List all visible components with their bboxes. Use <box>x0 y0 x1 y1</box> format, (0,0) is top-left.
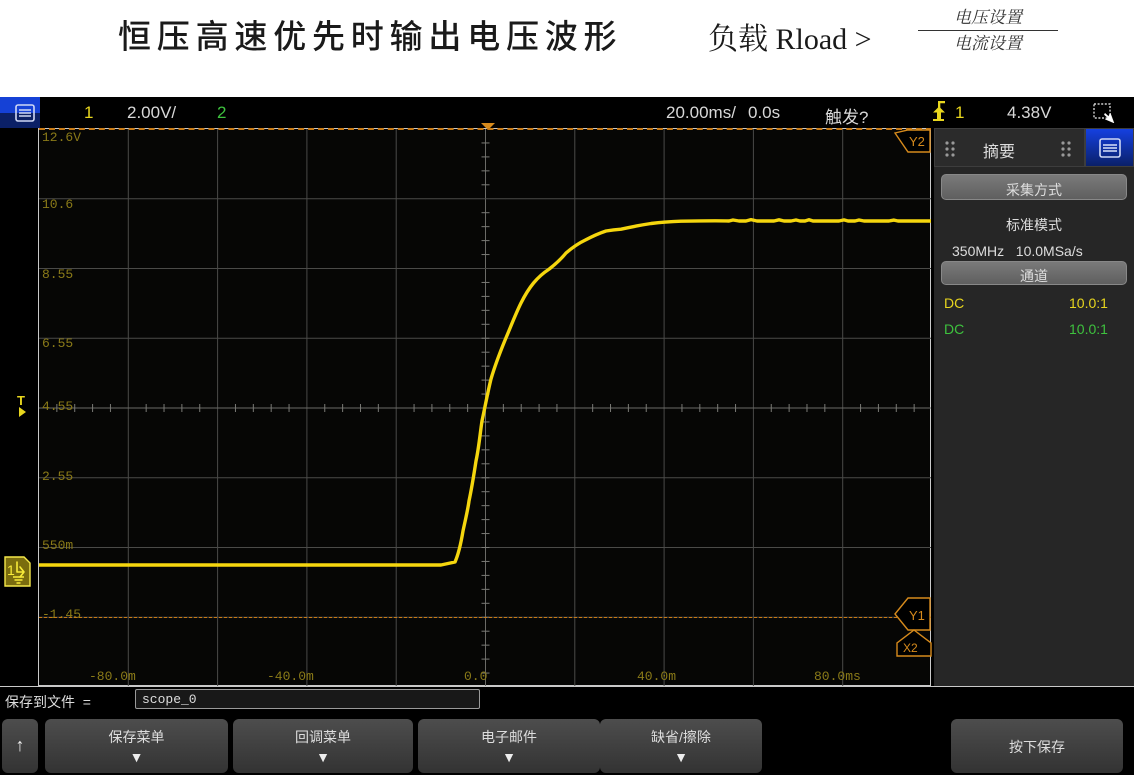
svg-text:Y2: Y2 <box>909 134 925 149</box>
svg-text:1: 1 <box>7 562 15 578</box>
svg-text:Y1: Y1 <box>909 608 925 623</box>
svg-text:X2: X2 <box>903 641 918 655</box>
